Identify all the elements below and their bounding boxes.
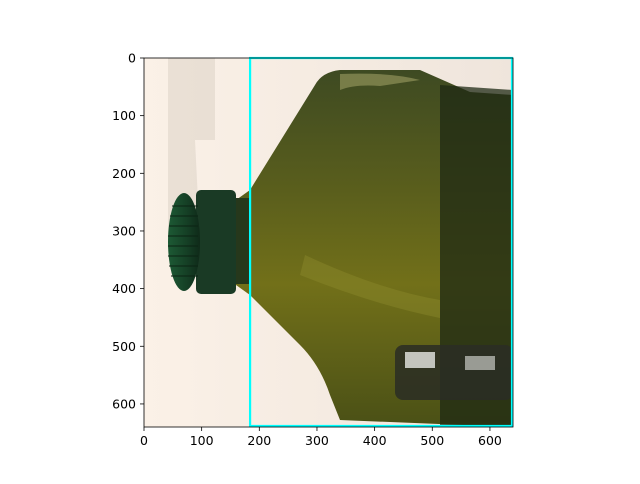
y-tick-label: 600: [112, 396, 136, 411]
photo: [144, 58, 513, 427]
wall-shadow: [168, 58, 215, 240]
bottle-shadow: [440, 85, 513, 427]
x-tick-label: 0: [140, 433, 148, 448]
y-axis: 0 100 200 300 400 500 600: [112, 51, 144, 411]
bottle-reflection: [465, 356, 495, 370]
bottle-highlight-top: [340, 73, 420, 90]
bottle-highlight-mid: [300, 255, 440, 318]
x-tick-label: 400: [363, 433, 387, 448]
y-tick-label: 500: [112, 339, 136, 354]
cap-base: [196, 190, 236, 294]
x-tick-label: 600: [478, 433, 502, 448]
cap-ridges: [168, 205, 198, 277]
y-tick-label: 300: [112, 223, 136, 238]
x-tick-label: 100: [190, 433, 214, 448]
bottle-reflection: [405, 352, 435, 368]
axes-frame: [143, 57, 514, 428]
y-tick-label: 0: [128, 51, 136, 66]
x-tick-label: 200: [247, 433, 271, 448]
y-tick-label: 200: [112, 166, 136, 181]
y-tick-label: 100: [112, 108, 136, 123]
bottle-neck: [232, 198, 250, 284]
y-tick-label: 400: [112, 281, 136, 296]
x-tick-label: 300: [305, 433, 329, 448]
x-axis: 0 100 200 300 400 500 600: [140, 427, 502, 448]
x-tick-label: 500: [420, 433, 444, 448]
